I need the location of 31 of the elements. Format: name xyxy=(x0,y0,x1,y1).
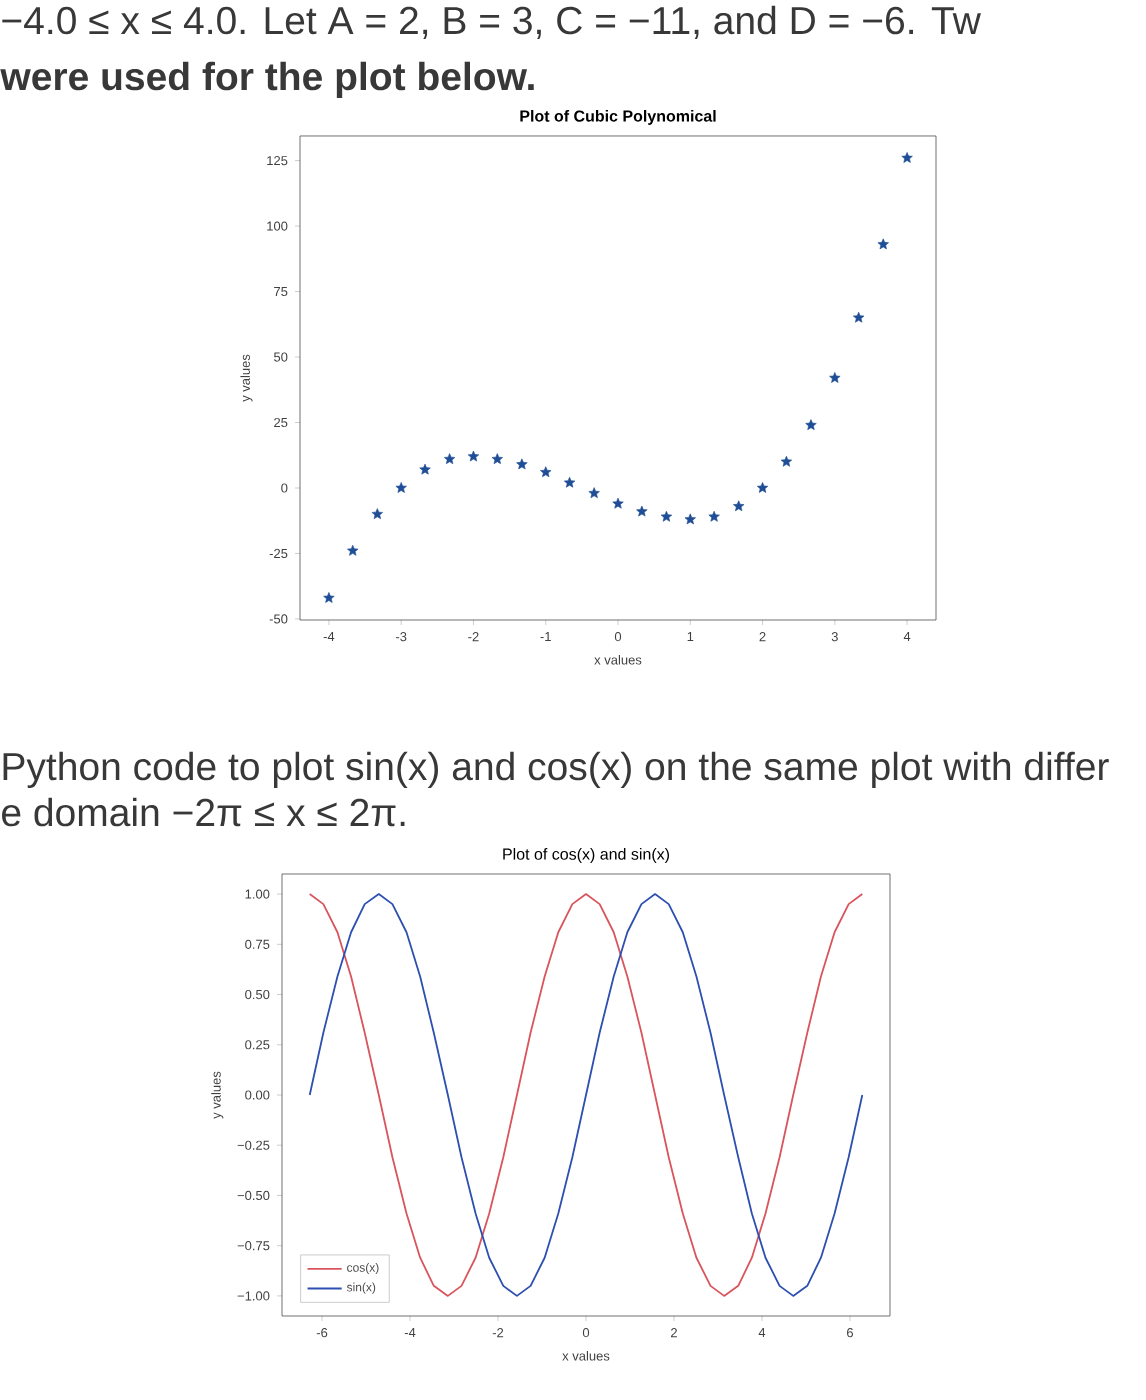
point xyxy=(901,152,913,163)
point xyxy=(588,487,600,499)
point xyxy=(756,482,769,493)
chart-title: Plot of cos(x) and sin(x) xyxy=(503,848,670,863)
point xyxy=(395,482,407,493)
point xyxy=(660,510,673,522)
point xyxy=(467,450,480,462)
point xyxy=(443,453,456,465)
point xyxy=(347,544,359,556)
point xyxy=(877,238,889,250)
point xyxy=(323,592,335,603)
point xyxy=(540,466,552,478)
point xyxy=(805,419,817,430)
point xyxy=(636,505,648,517)
point xyxy=(780,455,793,467)
point xyxy=(853,311,865,323)
point xyxy=(733,500,745,512)
point xyxy=(708,510,720,522)
text: Python code to plot sin(x) and cos(x) on the same plot with differ xyxy=(3,751,1109,789)
point xyxy=(371,508,383,520)
point xyxy=(612,497,624,509)
point xyxy=(491,453,503,465)
point xyxy=(829,372,841,383)
point xyxy=(563,476,576,488)
text: were used for the plot below. xyxy=(0,61,534,99)
text: e domain −2π ≤ x ≤ 2π. xyxy=(2,797,405,827)
point xyxy=(419,463,431,475)
text: −4.0 ≤ x ≤ 4.0. Let A = 2, B = 3, C = −11, and D = −6. Tw xyxy=(2,5,981,39)
point xyxy=(516,458,528,470)
point xyxy=(684,513,696,525)
chart-title: Plot of Cubic Polynomical xyxy=(520,109,716,125)
